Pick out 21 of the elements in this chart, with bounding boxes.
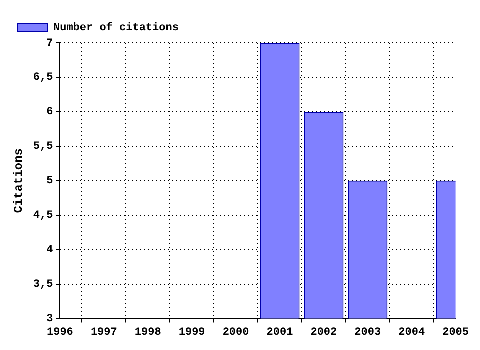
y-tick-label: 6: [46, 106, 54, 119]
x-tick-label: 2004: [398, 327, 426, 340]
y-tick-label: 4,5: [33, 210, 54, 222]
y-tick-label: 3,5: [33, 279, 54, 292]
x-tick-label: 1998: [134, 327, 162, 340]
x-tick-label: 2005: [442, 327, 470, 340]
y-tick-label: 5: [46, 176, 54, 188]
y-tick-label: 3: [46, 314, 54, 326]
x-tick-label: 2003: [354, 327, 382, 340]
y-tick-label: 5,5: [33, 141, 54, 154]
legend-label: Number of citations: [54, 21, 179, 34]
y-tick-label: 6,5: [33, 72, 54, 84]
x-tick-label: 2001: [266, 327, 294, 340]
x-tick-label: 2000: [222, 327, 250, 340]
y-axis-title: Citations: [12, 148, 26, 214]
x-tick-label: 1999: [178, 327, 206, 340]
x-tick-label: 1996: [47, 327, 74, 340]
x-tick-label: 1997: [90, 327, 118, 340]
y-tick-label: 7: [46, 38, 54, 50]
x-tick-label: 2002: [310, 327, 338, 340]
y-tick-label: 4: [46, 244, 54, 257]
